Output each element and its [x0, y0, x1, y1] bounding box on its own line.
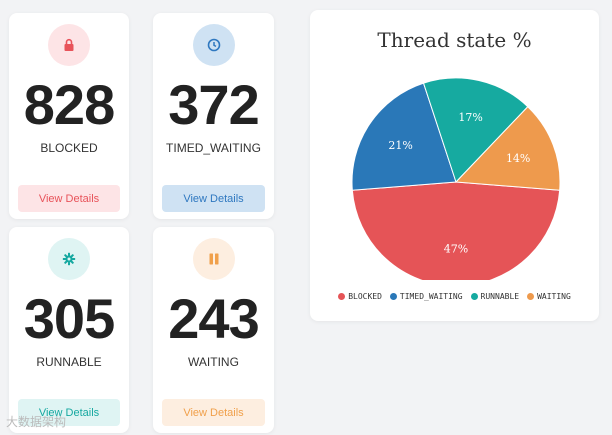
blocked-count: 828 [23, 73, 115, 136]
pause-icon [192, 238, 235, 280]
thread-state-chart-card: Thread state % 47% 21% 17% 14% BLOCKED TIME… [310, 10, 599, 321]
thread-card-waiting: 243 WAITING View Details [153, 227, 274, 433]
pie-label-blocked: 47% [444, 243, 468, 256]
thread-card-runnable: 305 RUNNABLE View Details [9, 227, 129, 433]
legend-label: RUNNABLE [480, 292, 520, 301]
legend-swatch [527, 293, 535, 300]
timed-waiting-view-details-button[interactable]: View Details [162, 185, 265, 212]
thread-card-blocked: 828 BLOCKED View Details [9, 13, 129, 219]
pie-label-timed-waiting: 21% [388, 139, 412, 152]
chart-title: Thread state % [377, 28, 532, 52]
clock-icon [192, 24, 235, 66]
pie-slice-waiting[interactable] [454, 106, 561, 191]
timed-waiting-label: TIMED_WAITING [166, 141, 261, 155]
watermark-text: 大数据架构 [6, 415, 67, 429]
pie-label-waiting: 14% [506, 152, 530, 165]
lock-icon [48, 24, 90, 66]
legend-item-waiting[interactable]: WAITING [527, 292, 571, 301]
legend-swatch [470, 293, 478, 300]
legend-label: BLOCKED [348, 292, 382, 301]
pie-slice-timed-waiting[interactable] [351, 82, 457, 191]
legend-swatch [389, 293, 397, 300]
thread-state-pie-chart: 47% 21% 17% 14% [351, 77, 561, 280]
runnable-label: RUNNABLE [36, 355, 102, 369]
blocked-view-details-button[interactable]: View Details [18, 185, 120, 212]
legend-item-timed-waiting[interactable]: TIMED_WAITING [389, 292, 463, 301]
waiting-count: 243 [168, 287, 259, 350]
pie-slice-runnable[interactable] [422, 77, 529, 183]
legend-item-runnable[interactable]: RUNNABLE [470, 292, 520, 301]
legend-label: TIMED_WAITING [399, 292, 463, 301]
runnable-count: 305 [23, 287, 115, 350]
waiting-label: WAITING [188, 355, 239, 369]
timed-waiting-count: 372 [168, 73, 259, 136]
pie-slice-blocked[interactable] [351, 181, 561, 280]
legend-item-blocked[interactable]: BLOCKED [338, 292, 382, 301]
waiting-view-details-button[interactable]: View Details [162, 399, 265, 426]
gear-icon [48, 238, 90, 280]
pie-label-runnable: 17% [458, 111, 482, 124]
chart-legend: BLOCKED TIMED_WAITING RUNNABLE WAITING [310, 292, 599, 301]
thread-card-timed-waiting: 372 TIMED_WAITING View Details [153, 13, 274, 219]
legend-swatch [338, 293, 346, 300]
legend-label: WAITING [537, 292, 571, 301]
runnable-view-details-button[interactable]: View Details [18, 399, 120, 426]
blocked-label: BLOCKED [40, 141, 98, 155]
